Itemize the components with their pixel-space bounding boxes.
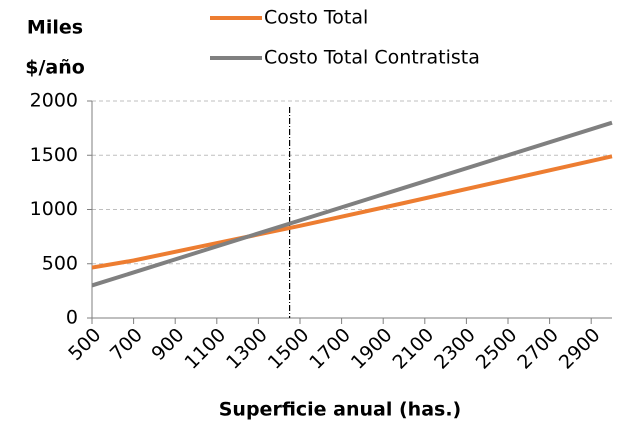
y-tick-label: 2000 [30, 90, 78, 112]
x-tick-label: 1900 [347, 324, 397, 374]
x-tick-label: 1700 [305, 324, 355, 374]
x-tick-label: 700 [106, 324, 147, 365]
x-tick-label: 1500 [264, 324, 314, 374]
y-tick-label: 1500 [30, 144, 78, 166]
x-tick-label: 2700 [513, 324, 563, 374]
x-axis-label: Superficie anual (has.) [219, 399, 462, 421]
y-tick-label: 1000 [30, 198, 78, 220]
series-line [91, 154, 613, 270]
legend-label: Costo Total [264, 7, 368, 29]
legend-label: Costo Total Contratista [264, 47, 480, 69]
x-tick-label: 1100 [180, 324, 230, 374]
y-axis-label: Miles [27, 17, 83, 39]
series-line [91, 120, 613, 288]
x-tick-label: 500 [64, 324, 105, 365]
x-tick-label: 2100 [388, 324, 438, 374]
x-tick-label: 2500 [472, 324, 522, 374]
x-tick-label: 2300 [430, 324, 480, 374]
y-axis-label: $/año [25, 57, 85, 79]
y-tick-label: 500 [42, 252, 78, 274]
y-tick-label: 0 [66, 307, 78, 329]
x-tick-label: 1300 [222, 324, 272, 374]
x-tick-label: 2900 [555, 324, 605, 374]
